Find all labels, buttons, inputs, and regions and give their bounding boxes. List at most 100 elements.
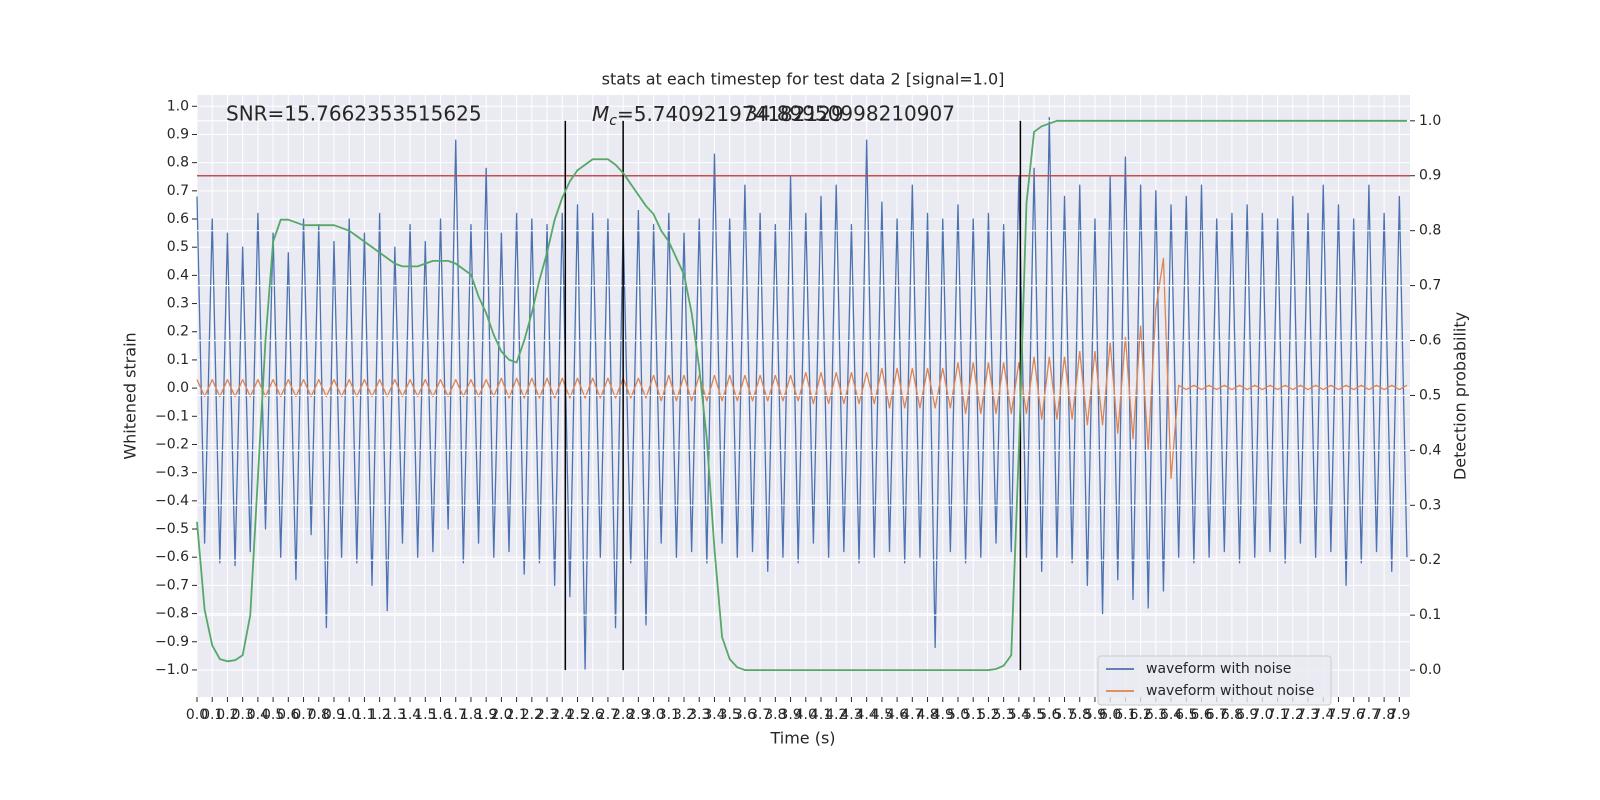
x-tick-label: 0.8 <box>308 707 330 723</box>
y-tick-label: −0.6 <box>155 549 189 565</box>
legend-label: waveform without noise <box>1146 683 1314 699</box>
x-tick-label: 7.0 <box>1251 707 1273 723</box>
x-tick-label: 3.1 <box>658 707 680 723</box>
y-tick-label: 1.0 <box>167 98 189 114</box>
x-tick-label: 2.7 <box>597 707 619 723</box>
x-tick-label: 3.8 <box>764 707 786 723</box>
x-tick-label: 6.6 <box>1190 707 1212 723</box>
y-tick-label: 0.0 <box>167 380 189 396</box>
y-tick-label: 0.7 <box>167 183 189 199</box>
x-tick-label: 1.1 <box>353 707 375 723</box>
x-tick-label: 7.7 <box>1358 707 1380 723</box>
x-tick-label: 4.9 <box>932 707 954 723</box>
y-tick-label: 0.5 <box>167 239 189 255</box>
x-tick-label: 7.3 <box>1297 707 1319 723</box>
y2-tick-label: 0.8 <box>1419 223 1441 239</box>
x-tick-label: 3.5 <box>719 707 741 723</box>
x-tick-label: 1.6 <box>429 707 451 723</box>
y2-tick-label: 0.4 <box>1419 442 1441 458</box>
x-tick-label: 1.3 <box>384 707 406 723</box>
x-tick-label: 6.9 <box>1236 707 1258 723</box>
x-tick-label: 4.7 <box>901 707 923 723</box>
overlap-annotation: 34.89950998210907 <box>745 102 955 126</box>
x-tick-label: 5.4 <box>1008 707 1030 723</box>
x-tick-label: 0.5 <box>262 707 284 723</box>
y-tick-label: 0.6 <box>167 211 189 227</box>
x-tick-label: 2.1 <box>505 707 527 723</box>
snr-annotation: SNR=15.7662353515625 <box>226 102 482 126</box>
overlay-layer <box>196 119 1410 671</box>
x-tick-label: 5.2 <box>977 707 999 723</box>
x-tick-label: 4.2 <box>825 707 847 723</box>
mc-subscript: c <box>609 113 617 129</box>
x-tick-label: 2.5 <box>566 707 588 723</box>
x-tick-label: 6.5 <box>1175 707 1197 723</box>
x-tick-label: 2.2 <box>521 707 543 723</box>
x-tick-label: 7.1 <box>1266 707 1288 723</box>
x-tick-label: 5.9 <box>1084 707 1106 723</box>
x-tick-label: 2.6 <box>582 707 604 723</box>
x-axis-label: Time (s) <box>769 729 835 748</box>
y-tick-label: −0.2 <box>155 436 189 452</box>
x-tick-label: 5.3 <box>993 707 1015 723</box>
x-tick-label: 4.8 <box>916 707 938 723</box>
axes-layer: −1.0 −0.9 −0.8 −0.7 −0.6 −0.5 −0.4 −0.3 −0.2 −0.1… <box>155 98 1441 723</box>
y-tick-label: 0.9 <box>167 126 189 142</box>
y-tick-label: −0.1 <box>155 408 189 424</box>
x-tick-label: 3.2 <box>673 707 695 723</box>
x-tick-label: 6.3 <box>1145 707 1167 723</box>
legend-label: waveform with noise <box>1146 661 1291 677</box>
x-tick-label: 3.9 <box>779 707 801 723</box>
mc-value: =5.740921974182129 <box>617 102 844 126</box>
mc-annotation: Mc=5.740921974182129 <box>592 102 844 130</box>
y2-tick-label: 0.2 <box>1419 552 1441 568</box>
x-tick-label: 2.0 <box>490 707 512 723</box>
y2-tick-label: 0.1 <box>1419 607 1441 623</box>
y2-tick-label: 1.0 <box>1419 113 1441 129</box>
y2-tick-label: 0.9 <box>1419 168 1441 184</box>
x-tick-label: 7.4 <box>1312 707 1334 723</box>
x-tick-label: 5.5 <box>1023 707 1045 723</box>
legend: waveform with noise waveform without nois… <box>1097 655 1332 706</box>
y-tick-label: −0.5 <box>155 521 189 537</box>
x-tick-label: 0.6 <box>277 707 299 723</box>
y2-tick-label: 0.6 <box>1419 333 1441 349</box>
mc-symbol: M <box>592 102 609 126</box>
probability-line <box>196 119 1407 671</box>
x-tick-label: 6.2 <box>1129 707 1151 723</box>
x-tick-label: 1.7 <box>445 707 467 723</box>
x-tick-label: 0.7 <box>292 707 314 723</box>
x-tick-label: 3.4 <box>703 707 725 723</box>
x-tick-label: 2.8 <box>612 707 634 723</box>
y-tick-label: −0.3 <box>155 465 189 481</box>
x-tick-label: 1.8 <box>460 707 482 723</box>
x-tick-label: 4.6 <box>886 707 908 723</box>
x-tick-label: 2.9 <box>627 707 649 723</box>
y-tick-label: −0.4 <box>155 493 189 509</box>
x-tick-label: 0.0 <box>186 707 208 723</box>
y2-tick-label: 0.0 <box>1419 662 1441 678</box>
x-tick-label: 0.3 <box>232 707 254 723</box>
x-tick-label: 5.6 <box>1038 707 1060 723</box>
x-tick-label: 4.5 <box>871 707 893 723</box>
x-tick-label: 6.1 <box>1114 707 1136 723</box>
x-tick-label: 7.5 <box>1327 707 1349 723</box>
x-tick-label: 3.0 <box>642 707 664 723</box>
series-line <box>196 257 1408 479</box>
y-tick-label: 0.1 <box>167 352 189 368</box>
x-tick-label: 5.8 <box>1069 707 1091 723</box>
x-tick-label: 4.4 <box>856 707 878 723</box>
x-tick-label: 4.1 <box>810 707 832 723</box>
x-tick-label: 0.9 <box>323 707 345 723</box>
x-tick-label: 7.6 <box>1343 707 1365 723</box>
y2-axis-label: Detection probability <box>1451 312 1470 480</box>
x-tick-label: 7.2 <box>1282 707 1304 723</box>
x-tick-label: 4.0 <box>795 707 817 723</box>
x-tick-label: 2.3 <box>536 707 558 723</box>
x-tick-label: 3.7 <box>749 707 771 723</box>
x-tick-label: 0.1 <box>201 707 223 723</box>
y-tick-label: −0.7 <box>155 577 189 593</box>
x-tick-label: 6.7 <box>1206 707 1228 723</box>
